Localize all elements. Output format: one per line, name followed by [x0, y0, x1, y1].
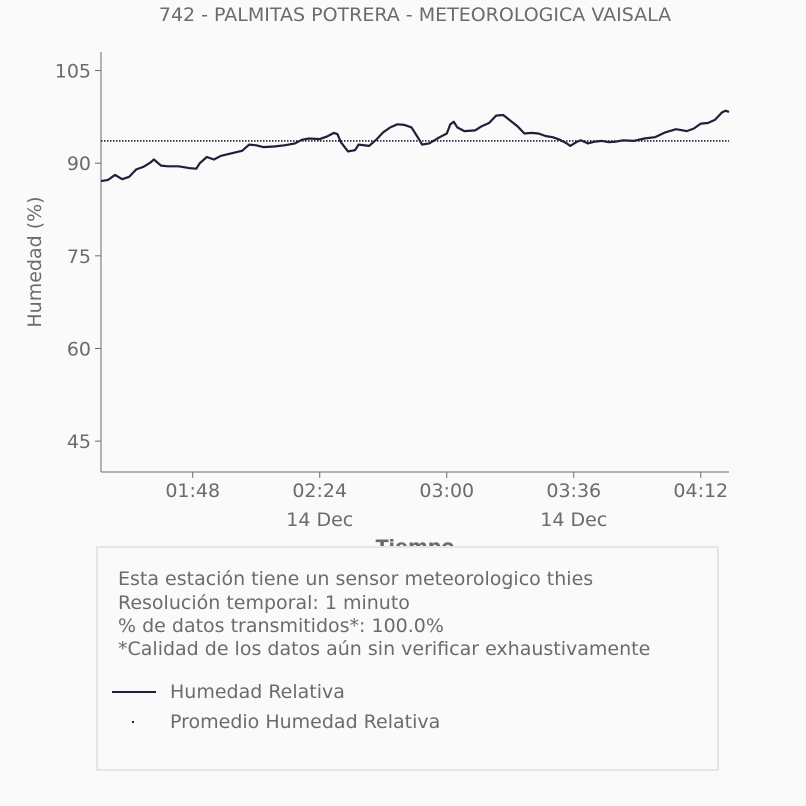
- x-tick-label: 01:48: [165, 480, 220, 502]
- humedad-relativa-line: [100, 109, 730, 183]
- legend-item-humedad: Humedad Relativa: [170, 681, 345, 703]
- legend-solid-line-icon: [112, 691, 156, 693]
- chart-title: 742 - PALMITAS POTRERA - METEOROLOGICA V…: [159, 4, 671, 26]
- y-tick-label: 45: [67, 431, 91, 453]
- info-legend-box: Esta estación tiene un sensor meteorolog…: [96, 546, 719, 771]
- x-tick-date-label: 14 Dec: [540, 509, 607, 531]
- x-tick-label: 03:00: [419, 480, 474, 502]
- y-axis-label: Humedad (%): [24, 196, 46, 327]
- y-axis-ticks: 105 90 75 60 45: [55, 61, 101, 453]
- y-tick-label: 90: [67, 153, 91, 175]
- sensor-info-text: Esta estación tiene un sensor meteorolog…: [118, 568, 594, 590]
- resolution-text: Resolución temporal: 1 minuto: [118, 592, 410, 614]
- legend-dot-icon: [132, 721, 134, 723]
- x-tick-label: 03:36: [546, 480, 601, 502]
- quality-note-text: *Calidad de los datos aún sin verificar …: [118, 638, 651, 660]
- series-layer: [100, 109, 730, 183]
- y-tick-label: 105: [55, 61, 91, 83]
- transmission-text: % de datos transmitidos*: 100.0%: [118, 615, 444, 637]
- x-tick-label: 04:12: [673, 480, 728, 502]
- legend-item-promedio: Promedio Humedad Relativa: [170, 711, 441, 733]
- x-axis-ticks: 01:48 02:24 14 Dec 03:00 03:36 14 Dec 04:12: [165, 472, 728, 531]
- x-tick-label: 02:24: [292, 480, 347, 502]
- x-tick-date-label: 14 Dec: [286, 509, 353, 531]
- y-tick-label: 60: [67, 338, 91, 360]
- y-tick-label: 75: [67, 246, 91, 268]
- chart-svg: 742 - PALMITAS POTRERA - METEOROLOGICA V…: [24, 4, 730, 558]
